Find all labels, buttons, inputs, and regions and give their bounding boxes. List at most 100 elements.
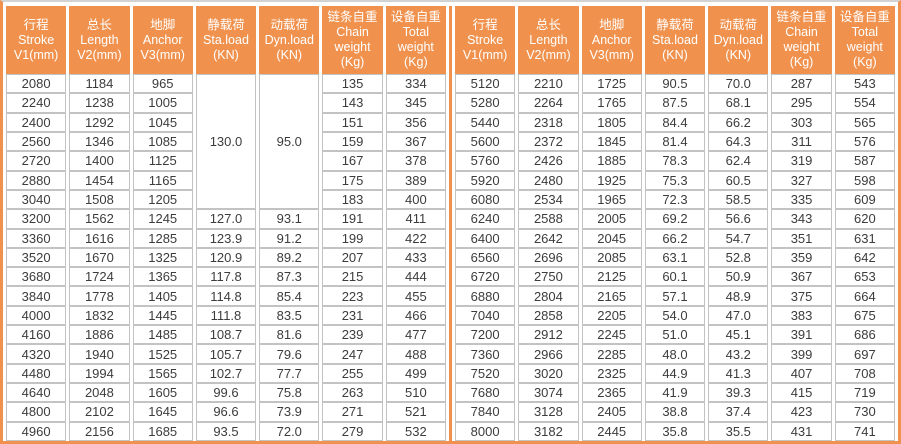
header-row: 行程 Stroke V1(mm) 总长 Length V2(mm) 地脚 Anc… <box>6 6 446 74</box>
cell: 51.0 <box>644 325 706 345</box>
cell: 2372 <box>518 131 579 152</box>
cell: 3128 <box>518 402 579 422</box>
cell: 2264 <box>518 93 579 113</box>
table-row: 6880 2804 2165 57.1 48.9 375 664 <box>455 286 895 306</box>
cell: 5280 <box>455 93 516 113</box>
column-header-anchor: 地脚 Anchor V3(mm) <box>581 6 642 74</box>
table-body: 2080 1184 965 130.0 95.0 135 334 2240 1238 1005 14… <box>6 74 446 441</box>
cell: 93.1 <box>259 209 320 229</box>
cell: 2426 <box>518 151 579 171</box>
cell: 1454 <box>69 170 130 190</box>
cell: 3182 <box>518 421 579 441</box>
cell: 965 <box>132 74 193 94</box>
cell: 7680 <box>455 383 516 403</box>
cell: 1525 <box>132 344 193 364</box>
cell: 279 <box>322 421 383 441</box>
cell: 3680 <box>6 267 67 287</box>
table-row: 4960 2156 1685 93.5 72.0 279 532 <box>6 421 446 441</box>
cell: 543 <box>834 74 895 94</box>
cell: 35.8 <box>644 421 706 441</box>
column-header-length: 总长 Length V2(mm) <box>518 6 579 74</box>
cell: 114.8 <box>195 286 257 306</box>
cell: 1886 <box>69 325 130 345</box>
cell: 44.9 <box>644 363 706 383</box>
table-row: 2080 1184 965 130.0 95.0 135 334 <box>6 74 446 210</box>
cell: 223 <box>322 286 383 306</box>
cell: 708 <box>834 363 895 383</box>
cell: 620 <box>834 209 895 229</box>
table-row: 8000 3182 2445 35.8 35.5 431 741 <box>455 421 895 441</box>
table-row: 7520 3020 2325 44.9 41.3 407 708 <box>455 363 895 383</box>
column-header-total-weight: 设备自重 Total weight (Kg) <box>834 6 895 74</box>
table-row: 2880 1454 1165 175 389 <box>6 170 446 190</box>
table-row: 4320 1940 1525 105.7 79.6 247 488 <box>6 344 446 364</box>
cell: 477 <box>385 325 446 345</box>
cell: 8000 <box>455 421 516 441</box>
column-header-chain-weight: 链条自重 Chain weight (Kg) <box>771 6 832 74</box>
cell: 93.5 <box>195 421 257 441</box>
cell: 123.9 <box>195 228 257 248</box>
cell: 7040 <box>455 305 516 326</box>
cell: 2045 <box>581 228 642 248</box>
cell: 91.2 <box>259 228 320 248</box>
cell: 79.6 <box>259 344 320 364</box>
cell: 143 <box>322 93 383 113</box>
cell: 1245 <box>132 209 193 229</box>
cell: 54.0 <box>644 305 706 326</box>
cell: 1565 <box>132 363 193 383</box>
cell: 335 <box>771 189 832 210</box>
table-row: 3520 1670 1325 120.9 89.2 207 433 <box>6 247 446 268</box>
cell: 2240 <box>6 93 67 113</box>
cell: 1725 <box>581 74 642 94</box>
column-header-chain-weight: 链条自重 Chain weight (Kg) <box>322 6 383 74</box>
cell: 87.5 <box>644 93 706 113</box>
table-row: 5280 2264 1765 87.5 68.1 295 554 <box>455 93 895 113</box>
cell: 41.9 <box>644 383 706 403</box>
cell: 444 <box>385 267 446 287</box>
table-row: 5920 2480 1925 75.3 60.5 327 598 <box>455 170 895 190</box>
cell: 48.0 <box>644 344 706 364</box>
cell: 72.3 <box>644 189 706 210</box>
cell: 60.5 <box>708 170 769 190</box>
table-row: 7200 2912 2245 51.0 45.1 391 686 <box>455 325 895 345</box>
cell: 466 <box>385 305 446 326</box>
cell: 631 <box>834 228 895 248</box>
cell: 1805 <box>581 112 642 132</box>
cell: 84.4 <box>644 112 706 132</box>
cell: 2125 <box>581 267 642 287</box>
cell: 37.4 <box>708 402 769 422</box>
cell: 5760 <box>455 151 516 171</box>
cell: 1508 <box>69 189 130 210</box>
table-row: 6240 2588 2005 69.2 56.6 343 620 <box>455 209 895 229</box>
cell: 69.2 <box>644 209 706 229</box>
cell: 105.7 <box>195 344 257 364</box>
cell: 1325 <box>132 247 193 268</box>
cell: 2156 <box>69 421 130 441</box>
cell: 43.2 <box>708 344 769 364</box>
cell: 2005 <box>581 209 642 229</box>
cell: 77.7 <box>259 363 320 383</box>
cell: 433 <box>385 247 446 268</box>
cell: 48.9 <box>708 286 769 306</box>
cell: 70.0 <box>708 74 769 94</box>
table-header: 行程 Stroke V1(mm) 总长 Length V2(mm) 地脚 Anc… <box>6 6 446 74</box>
cell: 359 <box>771 247 832 268</box>
table-row: 5760 2426 1885 78.3 62.4 319 587 <box>455 151 895 171</box>
cell: 6720 <box>455 267 516 287</box>
cell: 1285 <box>132 228 193 248</box>
table-row: 6080 2534 1965 72.3 58.5 335 609 <box>455 189 895 210</box>
cell: 83.5 <box>259 305 320 326</box>
cell: 423 <box>771 402 832 422</box>
cell: 111.8 <box>195 305 257 326</box>
cell: 1616 <box>69 228 130 248</box>
column-header-total-weight: 设备自重 Total weight (Kg) <box>385 6 446 74</box>
table-row: 3200 1562 1245 127.0 93.1 191 411 <box>6 209 446 229</box>
cell: 287 <box>771 74 832 94</box>
cell: 2858 <box>518 305 579 326</box>
cell: 2405 <box>581 402 642 422</box>
cell: 378 <box>385 151 446 171</box>
cell: 741 <box>834 421 895 441</box>
cell: 64.3 <box>708 131 769 152</box>
cell: 2205 <box>581 305 642 326</box>
